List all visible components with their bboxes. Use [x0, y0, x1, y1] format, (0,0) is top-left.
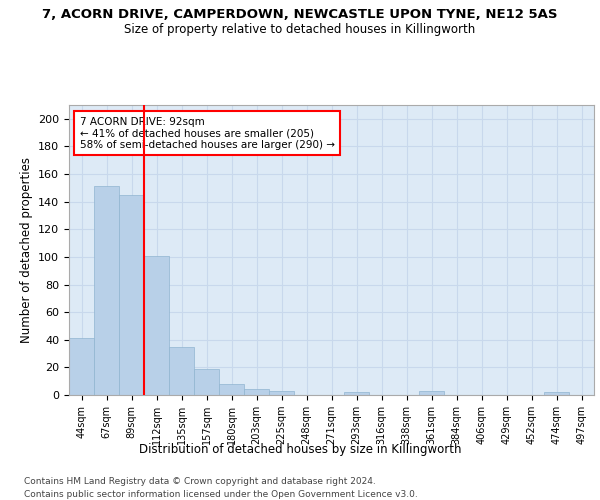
Text: Distribution of detached houses by size in Killingworth: Distribution of detached houses by size …: [139, 442, 461, 456]
Bar: [219, 384, 244, 395]
Bar: [269, 391, 294, 395]
Text: 7 ACORN DRIVE: 92sqm
← 41% of detached houses are smaller (205)
58% of semi-deta: 7 ACORN DRIVE: 92sqm ← 41% of detached h…: [79, 116, 335, 150]
Bar: [344, 392, 369, 395]
Bar: [169, 346, 194, 395]
Text: Contains public sector information licensed under the Open Government Licence v3: Contains public sector information licen…: [24, 490, 418, 499]
Bar: [244, 390, 269, 395]
Text: Size of property relative to detached houses in Killingworth: Size of property relative to detached ho…: [124, 22, 476, 36]
Bar: [419, 391, 444, 395]
Bar: [69, 338, 94, 395]
Bar: [194, 369, 219, 395]
Y-axis label: Number of detached properties: Number of detached properties: [20, 157, 32, 343]
Text: 7, ACORN DRIVE, CAMPERDOWN, NEWCASTLE UPON TYNE, NE12 5AS: 7, ACORN DRIVE, CAMPERDOWN, NEWCASTLE UP…: [42, 8, 558, 20]
Bar: [94, 186, 119, 395]
Bar: [119, 195, 144, 395]
Bar: [144, 256, 169, 395]
Text: Contains HM Land Registry data © Crown copyright and database right 2024.: Contains HM Land Registry data © Crown c…: [24, 478, 376, 486]
Bar: [544, 392, 569, 395]
